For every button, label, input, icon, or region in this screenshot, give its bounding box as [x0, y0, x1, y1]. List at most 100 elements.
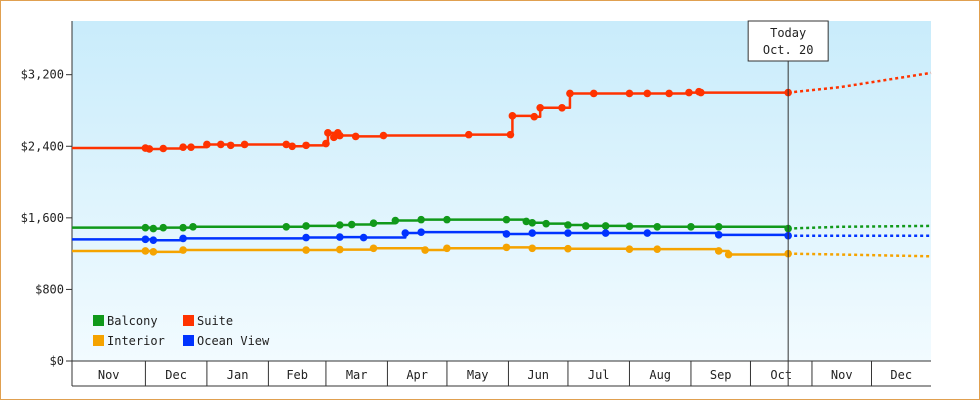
- x-tick-label: Nov: [98, 368, 120, 382]
- data-point: [508, 112, 517, 120]
- data-point: [336, 221, 344, 229]
- data-point: [288, 142, 297, 151]
- legend-label: Ocean View: [197, 334, 270, 348]
- legend-label: Suite: [197, 314, 233, 328]
- data-point: [302, 233, 310, 242]
- x-tick-label: Apr: [406, 368, 428, 382]
- y-tick-label: $2,400: [21, 139, 64, 153]
- data-point: [714, 247, 723, 255]
- data-point: [302, 222, 310, 230]
- data-point: [159, 223, 168, 232]
- data-point: [417, 215, 425, 224]
- data-point: [324, 129, 332, 137]
- data-point: [582, 222, 590, 230]
- data-point: [149, 236, 158, 245]
- data-point: [697, 88, 705, 97]
- data-point: [347, 220, 356, 229]
- data-point: [149, 248, 158, 256]
- data-point: [528, 244, 537, 253]
- data-point: [421, 246, 429, 254]
- series-suite: [72, 71, 932, 153]
- y-tick-label: $3,200: [21, 68, 64, 82]
- data-point: [464, 130, 473, 139]
- data-point: [189, 222, 197, 231]
- x-tick-label: Aug: [649, 368, 671, 382]
- y-axis: $0 $800 $1,600 $2,400 $3,200: [21, 21, 73, 386]
- data-point: [665, 89, 673, 98]
- series-ocean-view: [72, 228, 931, 245]
- data-point: [601, 222, 610, 230]
- data-point: [322, 139, 330, 148]
- data-point: [240, 140, 249, 149]
- data-point: [282, 222, 291, 231]
- data-point: [179, 234, 187, 243]
- data-point: [714, 231, 723, 239]
- x-tick-label: Jan: [227, 368, 249, 382]
- data-point: [401, 229, 410, 237]
- data-point: [530, 112, 539, 121]
- data-point: [589, 89, 598, 98]
- data-point: [625, 89, 634, 98]
- data-point: [502, 230, 511, 238]
- data-point: [685, 88, 693, 97]
- data-point: [714, 222, 723, 231]
- legend: Balcony Suite Interior Ocean View: [93, 314, 270, 348]
- series-layer: [72, 71, 932, 259]
- y-tick-label: $0: [50, 354, 64, 368]
- data-point: [141, 247, 150, 255]
- legend-swatch: [93, 315, 104, 326]
- data-point: [643, 89, 652, 98]
- data-point: [625, 245, 634, 253]
- legend-swatch: [183, 315, 194, 326]
- x-tick-label: Nov: [831, 368, 853, 382]
- data-point: [502, 215, 511, 224]
- data-point: [203, 140, 211, 149]
- y-tick-label: $1,600: [21, 211, 64, 225]
- legend-label: Balcony: [107, 314, 158, 328]
- x-tick-label: Jul: [588, 368, 610, 382]
- legend-item: Suite: [183, 314, 233, 328]
- data-point: [643, 229, 652, 237]
- data-point: [564, 221, 572, 229]
- data-point: [391, 216, 400, 225]
- data-point: [506, 130, 515, 139]
- x-tick-label: Dec: [165, 368, 187, 382]
- data-point: [601, 229, 610, 237]
- data-point: [379, 131, 388, 140]
- data-point: [302, 246, 310, 254]
- data-point: [369, 244, 378, 253]
- legend-swatch: [93, 335, 104, 346]
- data-point: [159, 144, 168, 153]
- data-point: [336, 131, 344, 140]
- data-point: [336, 233, 344, 241]
- data-point: [179, 143, 187, 151]
- series-balcony: [72, 215, 932, 233]
- data-point: [687, 222, 695, 231]
- data-point: [542, 219, 550, 228]
- y-tick-label: $800: [35, 282, 64, 296]
- today-callout-box: [747, 20, 829, 62]
- data-point: [417, 228, 425, 236]
- x-tick-label: Mar: [346, 368, 368, 382]
- data-point: [566, 89, 574, 98]
- data-point: [141, 223, 150, 232]
- data-point: [528, 218, 537, 227]
- data-point: [443, 215, 451, 224]
- legend-label: Interior: [107, 334, 165, 348]
- data-point: [359, 233, 368, 242]
- data-point: [336, 245, 344, 254]
- data-point: [653, 222, 662, 231]
- data-point: [724, 250, 733, 259]
- data-point: [653, 245, 662, 253]
- data-point: [187, 143, 195, 151]
- today-label: Today: [770, 26, 806, 40]
- data-point: [351, 132, 360, 141]
- data-point: [536, 103, 544, 112]
- x-tick-label: Jun: [527, 368, 549, 382]
- x-axis: Nov Dec Jan Feb Mar Apr May Jun Jul Aug Sep Oct Nov D…: [72, 360, 931, 387]
- x-tick-label: Dec: [890, 368, 912, 382]
- data-point: [179, 246, 187, 254]
- series-interior: [72, 243, 932, 259]
